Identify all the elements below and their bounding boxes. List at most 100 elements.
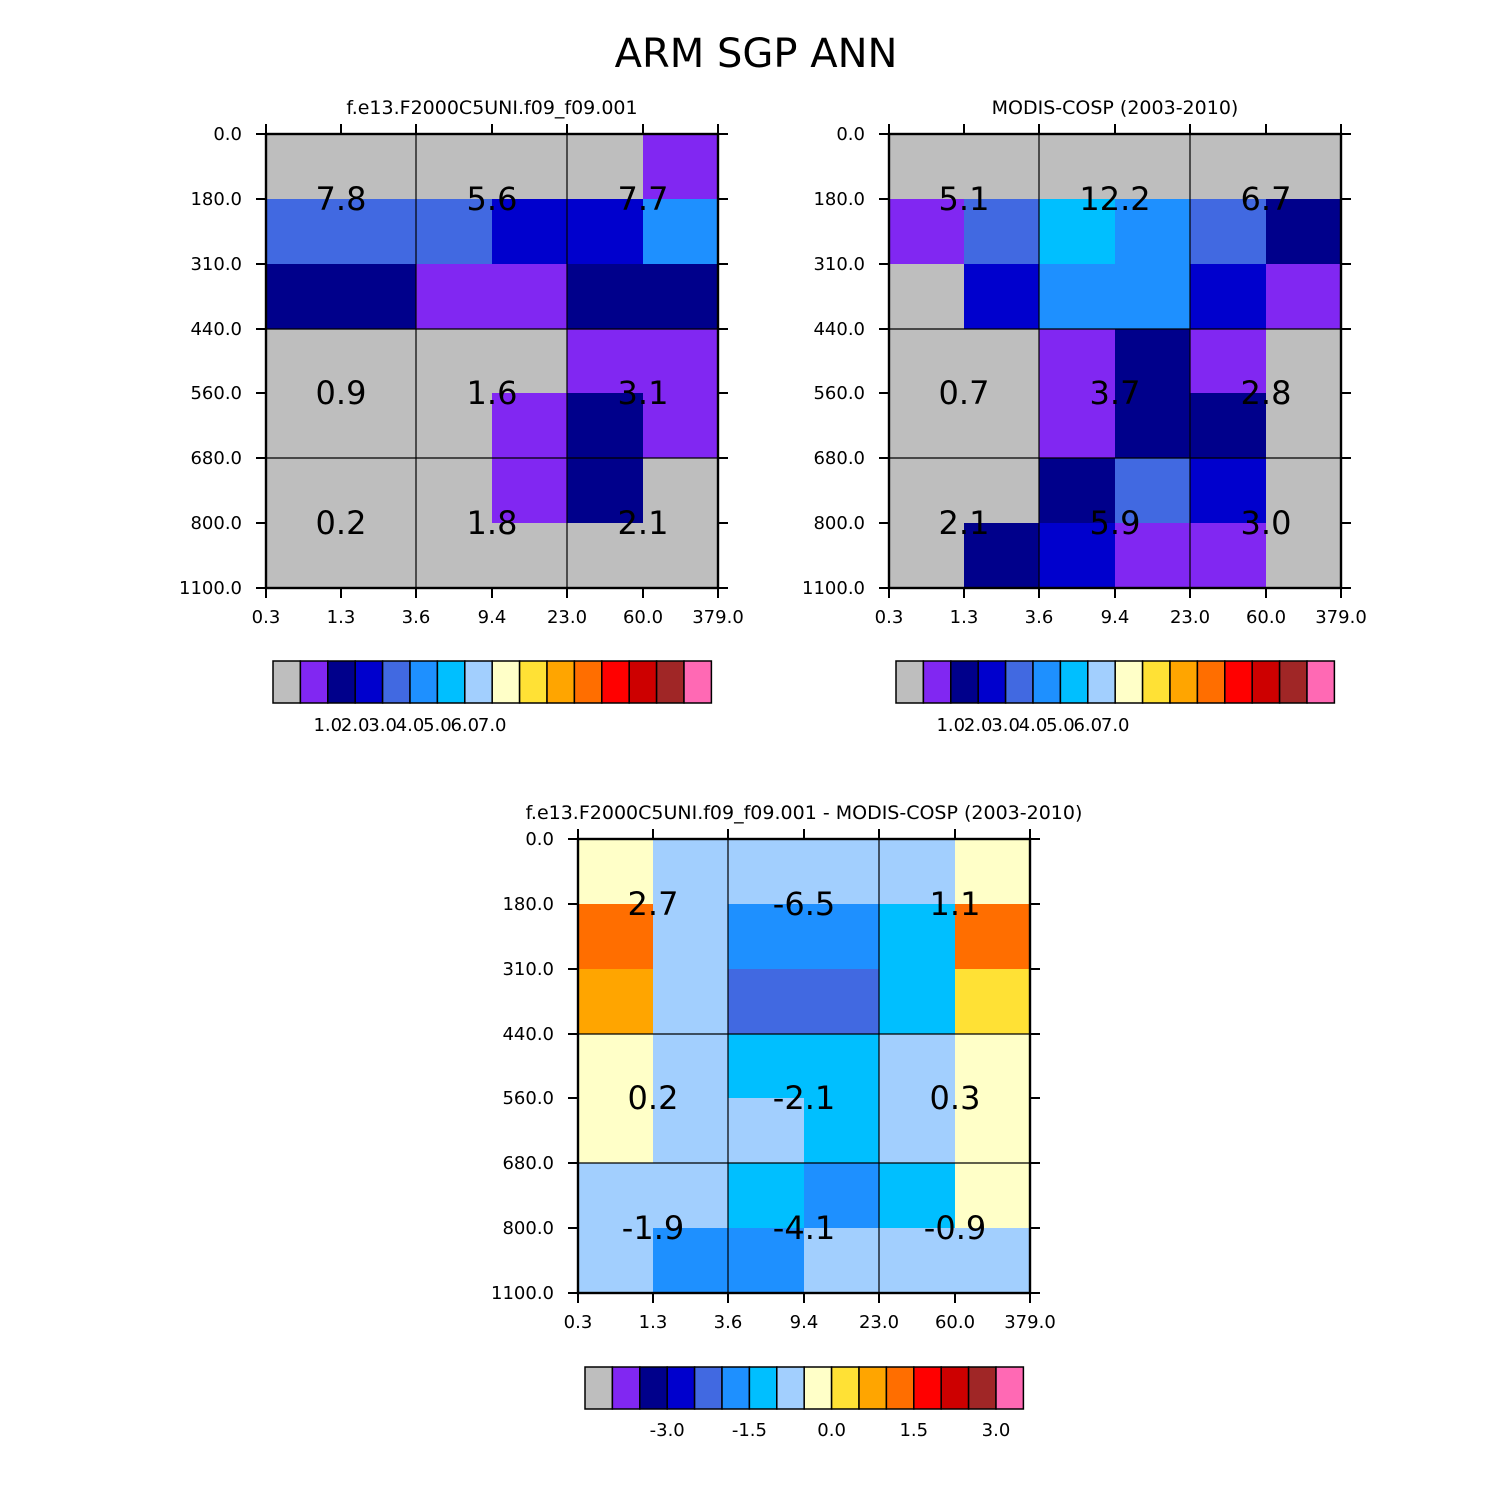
heatmap-cell [879, 1228, 956, 1294]
colorbar-swatch [913, 1366, 942, 1410]
colorbar-swatch [1004, 660, 1034, 704]
colorbar-swatch [1059, 660, 1089, 704]
heatmap-cell [653, 839, 729, 905]
x-tick-label: 23.0 [1170, 607, 1210, 628]
y-tick-label: 0.0 [525, 829, 554, 850]
x-tick-label: 3.6 [1025, 607, 1054, 628]
colorbar-swatch [1087, 660, 1116, 704]
colorbar-label: 1.5 [899, 1420, 928, 1441]
heatmap-cell [955, 969, 1031, 1035]
colorbar-swatch [491, 660, 521, 704]
colorbar-label: 0.0 [817, 1420, 846, 1441]
heatmap-cell [1190, 393, 1267, 459]
x-tick-label: 1.3 [327, 607, 356, 628]
y-tick-label: 440.0 [813, 319, 865, 340]
colorbar-label: 7.0 [1101, 715, 1130, 736]
heatmap-cell [492, 523, 568, 589]
colorbar-swatch [995, 1366, 1025, 1410]
colorbar-swatch [381, 660, 411, 704]
heatmap-cell [416, 264, 493, 330]
y-tick-label: 680.0 [190, 448, 242, 469]
y-tick-label: 1100.0 [179, 578, 242, 599]
colorbar-label: 6.0 [450, 715, 479, 736]
y-tick-label: 0.0 [836, 124, 865, 145]
heatmap-cell [964, 199, 1040, 265]
heatmap-cell [1039, 458, 1116, 524]
group-value-label: 0.2 [316, 504, 367, 542]
group-value-label: 0.2 [628, 1079, 679, 1117]
heatmap-cell [653, 1098, 729, 1164]
x-tick-label: 0.3 [564, 1312, 593, 1333]
heatmap-cell [578, 904, 654, 970]
heatmap-cell [492, 458, 568, 524]
heatmap-cell [341, 264, 417, 330]
y-tick-label: 680.0 [502, 1153, 554, 1174]
heatmap-cell [1266, 329, 1342, 394]
x-tick-label: 9.4 [790, 1312, 819, 1333]
group-value-label: 0.3 [930, 1079, 981, 1117]
heatmap-cell [964, 393, 1040, 459]
heatmap-cell [728, 969, 805, 1035]
heatmap-cell [728, 904, 805, 970]
colorbar: -3.0 -1.5 0.0 1.5 3.0 [584, 1366, 1025, 1441]
heatmap-cell [492, 393, 568, 459]
heatmap-cell [879, 1034, 956, 1099]
x-tick-label: 0.3 [875, 607, 904, 628]
heatmap-cell [266, 134, 342, 200]
heatmap-cell [492, 199, 568, 265]
heatmap-cell [889, 134, 965, 200]
heatmap-cell [1266, 458, 1342, 524]
heatmap-cell [955, 1228, 1031, 1294]
colorbar-label: 6.0 [1073, 715, 1102, 736]
heatmap-cell [567, 199, 644, 265]
heatmap-cell [964, 523, 1040, 589]
group-value-label: 1.6 [467, 374, 518, 412]
heatmap-cell [1039, 393, 1116, 459]
x-tick-label: 9.4 [1101, 607, 1130, 628]
colorbar-swatch [830, 1366, 860, 1410]
group-value-label: 3.7 [1090, 374, 1141, 412]
x-tick-label: 1.3 [639, 1312, 668, 1333]
heatmap-cell [804, 839, 880, 905]
colorbar-label: 3.0 [368, 715, 397, 736]
colorbar-swatch [967, 1366, 997, 1410]
group-value-label: 1.8 [467, 504, 518, 542]
colorbar: 1.02.03.04.05.06.07.0 [895, 660, 1336, 736]
colorbar-swatch [601, 660, 630, 704]
heatmap-cell [578, 969, 654, 1035]
heatmap-cell [643, 264, 719, 330]
heatmap-cell [1115, 329, 1191, 394]
heatmap-cell [1115, 393, 1191, 459]
colorbar-swatch [436, 660, 466, 704]
panel-title: f.e13.F2000C5UNI.f09_f09.001 [346, 97, 637, 119]
heatmap-cell [964, 458, 1040, 524]
heatmap-cell [1039, 329, 1116, 394]
heatmap-cell [416, 329, 493, 394]
heatmap-cell [578, 839, 654, 905]
heatmap-cell [341, 199, 417, 265]
y-tick-label: 440.0 [190, 319, 242, 340]
group-value-label: 2.1 [939, 504, 990, 542]
heatmap-cell [804, 1163, 880, 1229]
group-value-label: 12.2 [1079, 180, 1150, 218]
heatmap-cell [889, 199, 965, 265]
heatmap-cell [416, 134, 493, 200]
colorbar-swatch [272, 660, 302, 704]
heatmap-cell [879, 904, 956, 970]
heatmap-cell [1115, 523, 1191, 589]
heatmap-cell [955, 839, 1031, 905]
heatmap-cell [1266, 134, 1342, 200]
y-tick-label: 560.0 [190, 383, 242, 404]
x-tick-label: 379.0 [1004, 1312, 1056, 1333]
colorbar-swatch [1278, 660, 1308, 704]
heatmap-cell [728, 1228, 805, 1294]
group-value-label: 0.9 [316, 374, 367, 412]
y-tick-label: 800.0 [190, 513, 242, 534]
heatmap-cell [879, 839, 956, 905]
colorbar-label: 3.0 [991, 715, 1020, 736]
heatmap-cell [567, 458, 644, 524]
heatmap-cell [1190, 134, 1267, 200]
heatmap-cell [1115, 199, 1191, 265]
group-value-label: 2.8 [1241, 374, 1292, 412]
heatmap-cell [567, 134, 644, 200]
